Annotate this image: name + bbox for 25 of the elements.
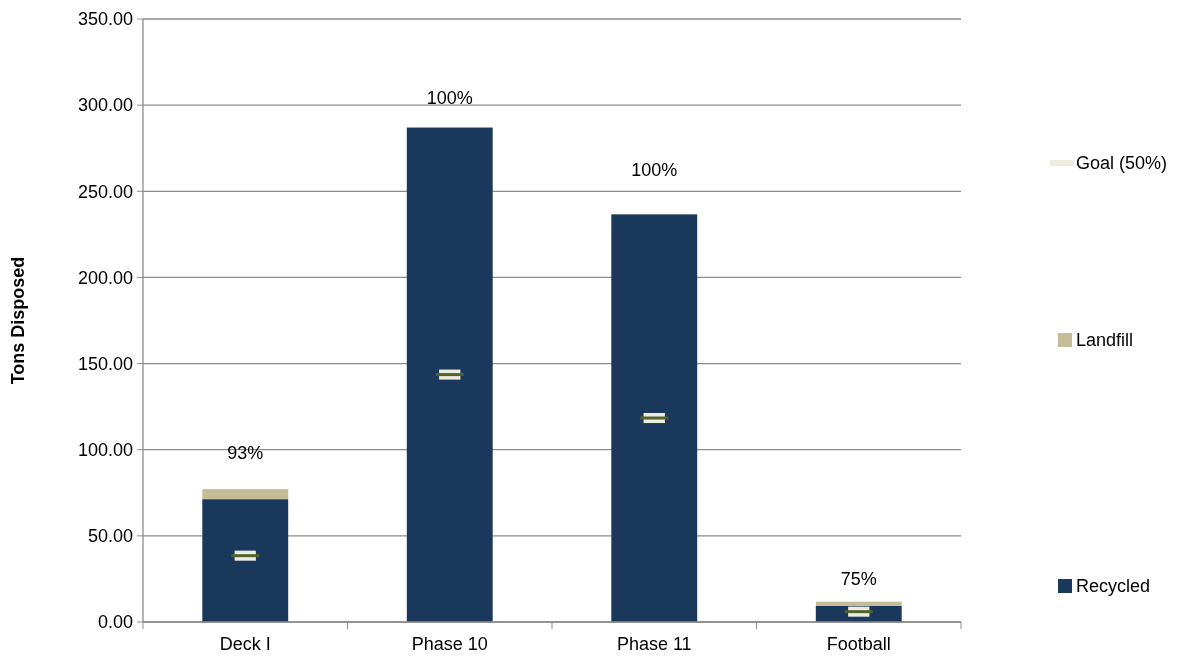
- y-tick-label: 250.00: [77, 181, 133, 202]
- y-tick-label: 50.00: [87, 526, 133, 547]
- annotation: 93%: [227, 443, 264, 464]
- y-tick-label: 0.00: [97, 612, 133, 633]
- y-tick-label: 350.00: [77, 9, 133, 30]
- legend-label: Goal (50%): [1076, 153, 1168, 174]
- legend-label: Landfill: [1076, 330, 1134, 351]
- annotation: 100%: [426, 87, 473, 108]
- bar: [202, 499, 289, 622]
- y-axis-title: Tons Disposed: [8, 256, 28, 385]
- annotation: 100%: [631, 160, 678, 181]
- x-tick-label: Deck I: [219, 634, 271, 654]
- x-tick-label: Phase 10: [411, 634, 488, 654]
- y-tick-label: 300.00: [77, 95, 133, 116]
- y-tick-label: 200.00: [77, 267, 133, 288]
- annotation: 75%: [840, 568, 877, 589]
- y-tick-label: 150.00: [77, 353, 133, 374]
- x-tick-label: Football: [826, 634, 891, 654]
- y-tick-label: 100.00: [77, 440, 133, 461]
- legend-label: Recycled: [1076, 576, 1151, 597]
- bar: [202, 489, 289, 500]
- bar: [611, 214, 698, 622]
- x-tick-label: Phase 11: [616, 634, 692, 654]
- bar: [406, 127, 493, 622]
- bar: [815, 601, 902, 606]
